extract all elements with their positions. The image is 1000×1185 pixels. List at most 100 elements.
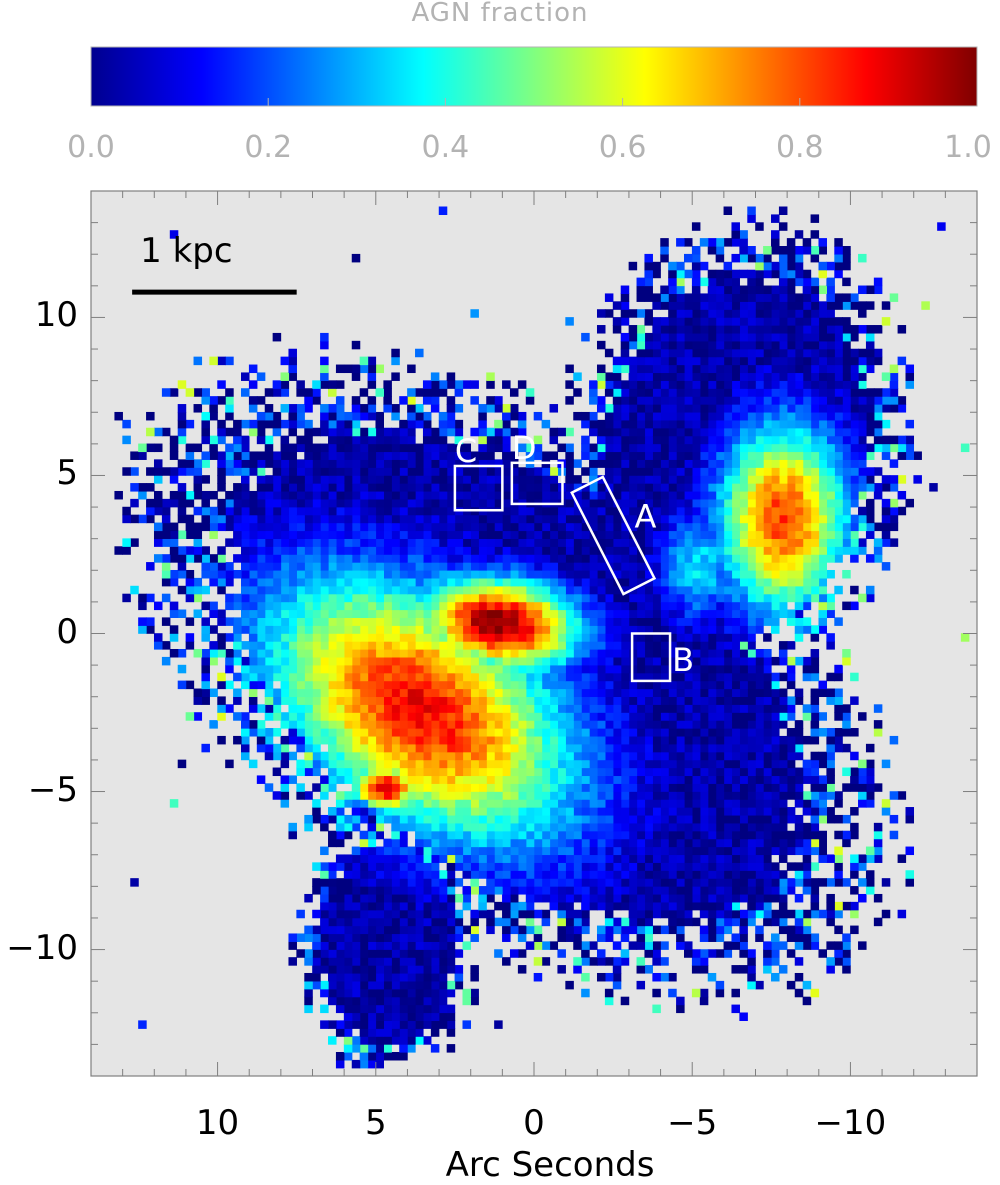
- map-pixel: [423, 823, 432, 832]
- map-pixel: [731, 783, 740, 792]
- map-pixel: [692, 886, 701, 895]
- map-pixel: [787, 910, 796, 919]
- map-pixel: [352, 459, 361, 468]
- map-pixel: [542, 681, 551, 690]
- map-pixel: [455, 807, 464, 816]
- map-pixel: [668, 689, 677, 698]
- map-pixel: [368, 862, 377, 871]
- map-pixel: [787, 515, 796, 524]
- map-pixel: [644, 641, 653, 650]
- map-pixel: [518, 760, 527, 769]
- map-pixel: [399, 941, 408, 950]
- map-pixel: [724, 467, 733, 476]
- map-pixel: [660, 712, 669, 721]
- map-pixel: [178, 515, 187, 524]
- map-pixel: [510, 578, 519, 587]
- map-pixel: [565, 799, 574, 808]
- map-pixel: [676, 862, 685, 871]
- map-pixel: [217, 681, 226, 690]
- map-pixel: [281, 467, 290, 476]
- map-pixel: [550, 704, 559, 713]
- map-pixel: [652, 665, 661, 674]
- map-pixel: [668, 760, 677, 769]
- map-pixel: [739, 617, 748, 626]
- map-pixel: [447, 728, 456, 737]
- map-pixel: [629, 918, 638, 927]
- map-pixel: [399, 499, 408, 508]
- map-pixel: [368, 586, 377, 595]
- map-pixel: [842, 941, 851, 950]
- map-pixel: [526, 799, 535, 808]
- map-pixel: [834, 847, 843, 856]
- map-pixel: [502, 657, 511, 666]
- map-pixel: [716, 570, 725, 579]
- map-pixel: [344, 1044, 353, 1053]
- map-pixel: [534, 704, 543, 713]
- map-pixel: [747, 507, 756, 516]
- map-pixel: [787, 752, 796, 761]
- map-pixel: [811, 475, 820, 484]
- map-pixel: [724, 720, 733, 729]
- map-pixel: [312, 720, 321, 729]
- map-pixel: [882, 799, 891, 808]
- map-pixel: [320, 562, 329, 571]
- map-pixel: [146, 515, 155, 524]
- map-pixel: [391, 649, 400, 658]
- map-pixel: [391, 823, 400, 832]
- map-pixel: [629, 862, 638, 871]
- map-pixel: [803, 562, 812, 571]
- map-pixel: [557, 562, 566, 571]
- map-pixel: [328, 807, 337, 816]
- map-pixel: [154, 475, 163, 484]
- map-pixel: [249, 720, 258, 729]
- map-pixel: [518, 594, 527, 603]
- map-pixel: [724, 768, 733, 777]
- map-pixel: [818, 546, 827, 555]
- map-pixel: [779, 918, 788, 927]
- map-pixel: [486, 530, 495, 539]
- map-pixel: [613, 736, 622, 745]
- map-pixel: [375, 633, 384, 642]
- map-pixel: [225, 578, 234, 587]
- map-pixel: [771, 728, 780, 737]
- map-pixel: [589, 609, 598, 618]
- map-pixel: [542, 815, 551, 824]
- map-pixel: [130, 483, 139, 492]
- map-pixel: [550, 894, 559, 903]
- map-pixel: [391, 1020, 400, 1029]
- map-pixel: [368, 609, 377, 618]
- map-pixel: [320, 602, 329, 611]
- map-pixel: [597, 870, 606, 879]
- map-pixel: [304, 768, 313, 777]
- map-pixel: [178, 546, 187, 555]
- map-pixel: [518, 696, 527, 705]
- map-pixel: [431, 515, 440, 524]
- map-pixel: [668, 515, 677, 524]
- map-pixel: [494, 862, 503, 871]
- map-pixel: [423, 965, 432, 974]
- map-pixel: [383, 554, 392, 563]
- map-pixel: [265, 744, 274, 753]
- map-pixel: [407, 578, 416, 587]
- map-pixel: [383, 586, 392, 595]
- map-pixel: [779, 768, 788, 777]
- map-pixel: [470, 641, 479, 650]
- map-pixel: [383, 467, 392, 476]
- map-pixel: [795, 523, 804, 532]
- map-pixel: [700, 538, 709, 547]
- map-pixel: [431, 546, 440, 555]
- map-pixel: [811, 862, 820, 871]
- map-pixel: [731, 578, 740, 587]
- map-pixel: [225, 491, 234, 500]
- map-pixel: [201, 475, 210, 484]
- map-pixel: [486, 783, 495, 792]
- map-pixel: [439, 799, 448, 808]
- map-pixel: [114, 546, 123, 555]
- map-pixel: [352, 744, 361, 753]
- map-pixel: [763, 483, 772, 492]
- map-pixel: [328, 989, 337, 998]
- map-pixel: [217, 586, 226, 595]
- map-pixel: [375, 997, 384, 1006]
- map-pixel: [898, 854, 907, 863]
- map-pixel: [352, 625, 361, 634]
